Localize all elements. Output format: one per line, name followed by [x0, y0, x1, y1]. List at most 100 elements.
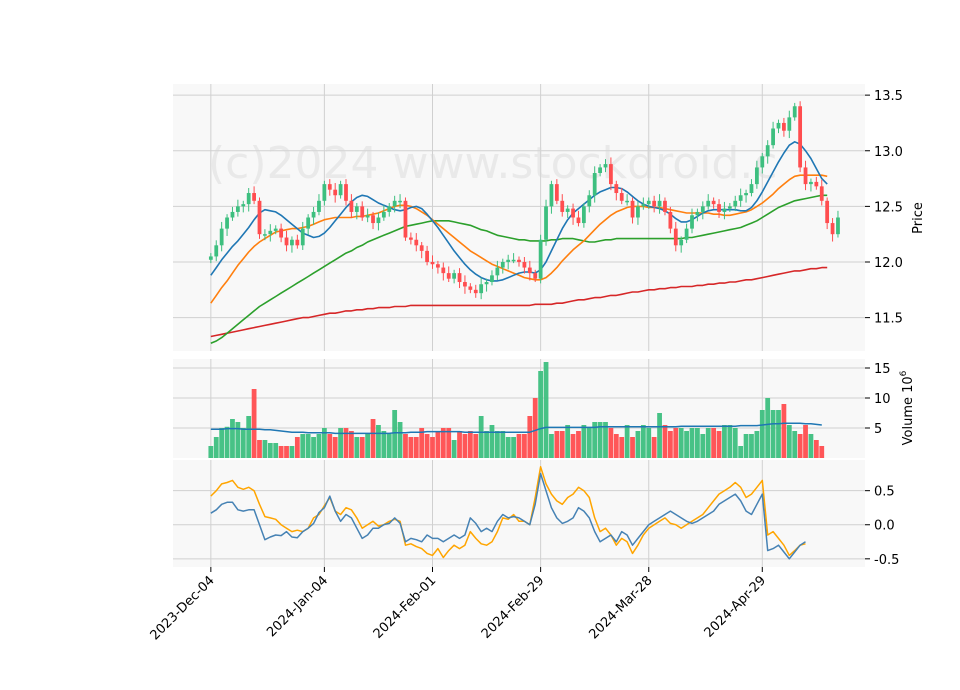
candle-body [527, 267, 532, 274]
candle-body [798, 106, 803, 168]
candle-body [365, 215, 370, 218]
volume-axis-label: Volume 106 [899, 370, 916, 445]
volume-bar [549, 434, 554, 458]
candle-body [711, 200, 716, 205]
volume-bar [457, 431, 462, 458]
volume-bar [819, 446, 825, 458]
volume-bar [278, 446, 284, 458]
volume-bar [235, 422, 241, 458]
candle-body [603, 164, 608, 168]
volume-bar [305, 434, 311, 458]
candle-body [765, 145, 770, 157]
candle-body [311, 211, 316, 218]
candle-body [360, 206, 365, 218]
volume-bar [386, 434, 392, 458]
candle-body [706, 200, 711, 207]
candle-body [776, 122, 781, 129]
volume-bar [781, 404, 787, 458]
volume-bar [273, 443, 279, 458]
candle-body [490, 275, 494, 283]
volume-bar [732, 428, 738, 458]
candle-body [333, 189, 338, 196]
candle-body [538, 239, 543, 279]
volume-bar [792, 431, 798, 458]
volume-bar [673, 428, 679, 458]
candle-body [327, 184, 332, 190]
candle-body [430, 262, 435, 265]
volume-bar [219, 428, 225, 458]
panel-bg-2 [173, 460, 865, 567]
volume-bar [478, 416, 484, 458]
candle-body [549, 184, 554, 207]
candle-body [554, 184, 559, 201]
candle-body [803, 167, 808, 185]
osc-tick-label: -0.5 [874, 553, 899, 568]
candle-body [744, 193, 748, 196]
candle-body [668, 211, 673, 229]
volume-bar [695, 428, 700, 458]
volume-bar [624, 425, 630, 458]
volume-bar [619, 437, 625, 458]
volume-bar [559, 431, 565, 458]
price-tick-label: 12.0 [874, 256, 903, 271]
volume-bar [251, 389, 257, 458]
candle-body [684, 228, 689, 240]
candle-body [619, 193, 624, 201]
candle-body [641, 204, 646, 207]
candle-body [587, 195, 592, 207]
oscillator-lines [210, 466, 806, 560]
candle-body [279, 228, 284, 238]
candle-body [392, 200, 397, 207]
volume-bar [403, 434, 408, 458]
volume-bar [435, 431, 441, 458]
volume-bar [370, 419, 376, 458]
volume-bar [500, 431, 506, 458]
volume-bar [516, 434, 522, 458]
candle-body [738, 195, 743, 201]
candle-body [436, 264, 440, 268]
volume-bar [462, 434, 468, 458]
volume-bar [359, 437, 365, 458]
volume-bar [392, 410, 398, 458]
volume-bar [473, 434, 479, 458]
volume-bar [640, 425, 646, 458]
candle-body [830, 223, 835, 235]
volume-bar [570, 434, 576, 458]
candle-body [727, 206, 732, 209]
volume-bar [376, 425, 381, 458]
candlesticks [208, 101, 840, 300]
candle-body [782, 122, 786, 131]
osc-tick-label: 0.0 [874, 519, 895, 534]
candle-body [609, 164, 613, 185]
volume-bar [657, 413, 662, 458]
volume-bar [651, 437, 657, 458]
volume-bar [754, 431, 760, 458]
volume-bar [576, 431, 581, 458]
candle-body [560, 200, 565, 212]
volume-bar [300, 434, 306, 458]
candle-body [452, 273, 457, 279]
volume-bar [294, 437, 300, 458]
candle-body [381, 211, 386, 218]
candle-body [473, 289, 478, 294]
candle-body [300, 228, 305, 246]
candle-body [376, 217, 381, 224]
volume-bar [289, 446, 295, 458]
candle-body [809, 181, 813, 185]
price-axis-label: Price [911, 202, 926, 234]
volume-bar [808, 434, 814, 458]
candle-body [290, 239, 294, 246]
volume-bar [311, 437, 316, 458]
volume-bar [430, 437, 435, 458]
price-tick-label: 12.5 [874, 200, 903, 215]
candle-body [598, 167, 602, 173]
volume-bar [711, 428, 717, 458]
volume-bars [208, 362, 825, 458]
volume-bar [408, 437, 414, 458]
candle-body [214, 245, 219, 257]
volume-bar [543, 362, 549, 458]
candle-body [446, 273, 451, 279]
volume-bar [684, 431, 689, 458]
candle-body [500, 262, 505, 268]
